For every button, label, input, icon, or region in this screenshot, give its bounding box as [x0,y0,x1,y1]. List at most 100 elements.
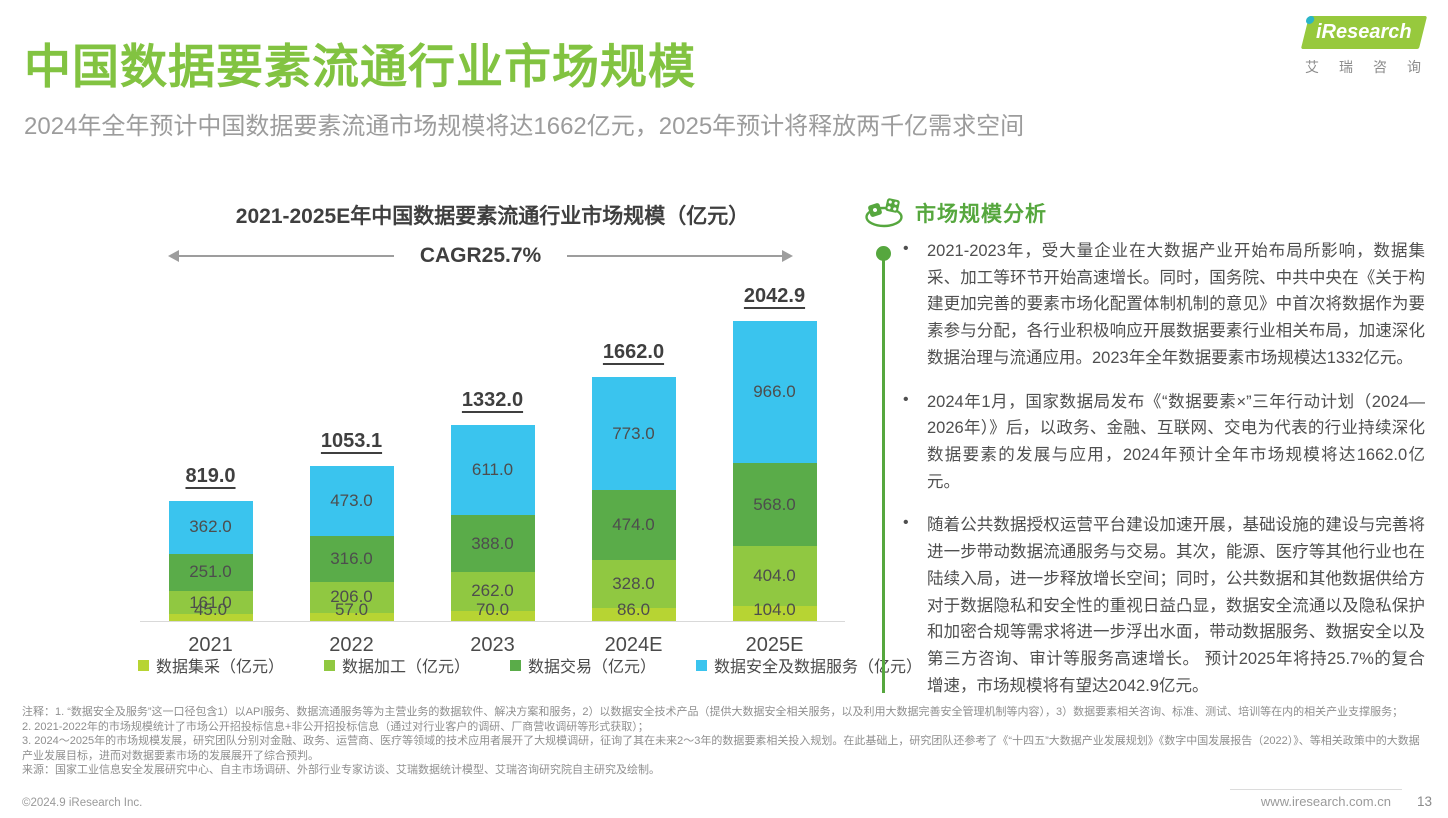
bar-segment: 568.0 [732,462,817,547]
bar-group: 2042.9 966.0 568.0 404.0 104.0 2025E [732,285,817,656]
cagr-label: CAGR25.7% [419,244,542,267]
segment-value-label: 404.0 [753,566,796,586]
segment-value-label: 473.0 [330,491,373,511]
logo-cn-char: 瑞 [1339,59,1353,75]
legend-label: 数据安全及数据服务（亿元） [714,659,923,676]
segment-value-label: 45.0 [193,600,228,619]
bar-segment: 161.0 [168,590,253,615]
bar-chart: 819.0 362.0 251.0 161.0 45.0 2021 1053.1 473.0 3… [140,280,845,656]
segment-value-label: 104.0 [753,600,796,619]
bar-segment: 57.0 [309,600,394,621]
segment-value-label: 316.0 [330,549,373,569]
analysis-bullet: • 2024年1月，国家数据局发布《“数据要素×”三年行动计划（2024—2026… [903,389,1425,496]
segment-value-label: 161.0 [189,592,232,612]
bullet-marker-icon: • [903,390,909,408]
page-title: 中国数据要素流通行业市场规模 [24,40,696,93]
footnote-line: 注释：1. “数据安全及服务”这一口径包含1）以API服务、数据流通服务等为主营… [22,706,1404,718]
logo-band: iResearch [1300,16,1428,49]
arrow-left-icon [168,250,179,262]
segment-value-label: 206.0 [330,587,373,607]
segment-value-label: 966.0 [753,381,796,401]
iresearch-logo: iResearch 艾 瑞 咨 询 [1300,16,1428,77]
cagr-arrow: CAGR25.7% [168,244,794,268]
legend-label: 数据加工（亿元） [342,659,471,676]
analysis-header: 市场规模分析 [864,197,1047,229]
bar-total-label: 819.0 [185,464,236,487]
segment-value-label: 70.0 [475,600,510,619]
footnote-line: 2. 2021-2022年的市场规模统计了市场公开招投标信息+非公开招投标信息（… [22,720,649,733]
footnote-line: 3. 2024～2025年的市场规模发展，研究团队分别对金融、政务、运营商、医疗… [22,735,1420,762]
bar-total-label: 1332.0 [461,389,524,412]
bar-segment: 328.0 [591,560,676,609]
logo-cn-char: 询 [1407,59,1421,75]
bullet-marker-icon: • [903,514,909,532]
bar-segment: 262.0 [450,572,535,611]
legend-swatch [510,659,522,671]
analysis-heading: 市场规模分析 [915,203,1047,226]
segment-value-label: 262.0 [471,581,514,601]
arrow-right-icon [782,250,794,262]
bar-segment: 104.0 [732,600,817,621]
page-subtitle: 2024年全年预计中国数据要素流通市场规模将达1662亿元，2025年预计将释放… [24,113,1025,140]
logo-cn-char: 艾 [1305,59,1319,75]
legend-label: 数据集采（亿元） [156,659,285,676]
legend-label: 数据交易（亿元） [528,659,657,676]
bar-segment: 206.0 [309,582,394,613]
x-axis-label: 2024E [604,634,663,656]
footer-page-number: 13 [1416,794,1432,809]
footnote-line: 来源：国家工业信息安全发展研究中心、自主市场调研、外部行业专家访谈、艾瑞数据统计… [22,764,660,777]
logo-brand-text: iResearch [1316,21,1412,43]
x-axis-label: 2025E [745,634,804,656]
bullet-text: 2021-2023年，受大量企业在大数据产业开始布局所影响，数据集采、加工等环节… [927,242,1425,367]
bar-segment: 773.0 [591,376,676,491]
chart-title: 2021-2025E年中国数据要素流通行业市场规模（亿元） [235,205,750,228]
x-axis-label: 2021 [188,634,233,656]
bar-group: 1332.0 611.0 388.0 262.0 70.0 2023 [450,389,535,656]
bar-stack: 362.0 251.0 161.0 45.0 [168,500,253,621]
legend-swatch [696,659,708,671]
segment-value-label: 773.0 [612,423,655,443]
bullet-text: 随着公共数据授权运营平台建设加速开展，基础设施的建设与完善将进一步带动数据流通服… [927,516,1425,695]
bar-segment: 611.0 [450,425,535,516]
logo-brand-cn: 艾瑞咨询 [1305,57,1421,77]
segment-value-label: 362.0 [189,517,232,537]
bar-segment: 388.0 [450,515,535,573]
bar-segment: 966.0 [732,320,817,463]
analysis-dice-icon [865,198,903,228]
segment-value-label: 86.0 [616,600,651,619]
bar-segment: 362.0 [168,500,253,554]
bar-segment: 474.0 [591,490,676,561]
footer-right: www.iresearch.com.cn 13 [1261,794,1432,809]
legend-item: 数据加工（亿元） [324,653,470,677]
legend-item: 数据安全及数据服务（亿元） [696,653,922,677]
bar-total-label: 1053.1 [320,430,383,453]
timeline-dot [876,246,891,261]
segment-value-label: 328.0 [612,574,655,594]
analysis-bullet: • 随着公共数据授权运营平台建设加速开展，基础设施的建设与完善将进一步带动数据流通… [903,512,1425,699]
segment-value-label: 611.0 [471,460,514,480]
arrow-line [567,255,783,257]
legend-swatch [324,659,336,671]
bar-segment: 404.0 [732,546,817,606]
bar-stack: 966.0 568.0 404.0 104.0 [732,320,817,621]
legend-item: 数据交易（亿元） [510,653,656,677]
bar-group: 1662.0 773.0 474.0 328.0 86.0 2024E [591,341,676,656]
segment-value-label: 57.0 [334,600,369,619]
bar-segment: 251.0 [168,553,253,591]
bar-segment: 473.0 [309,466,394,536]
bar-segment: 86.0 [591,600,676,621]
x-axis-label: 2022 [329,634,374,656]
bar-segment: 316.0 [309,535,394,583]
logo-cn-char: 咨 [1373,59,1387,75]
footer-copyright: ©2024.9 iResearch Inc. [22,797,143,809]
arrow-line [179,255,394,257]
bullet-text: 2024年1月，国家数据局发布《“数据要素×”三年行动计划（2024—2026年… [927,392,1425,491]
segment-value-label: 568.0 [753,494,796,514]
bar-stack: 773.0 474.0 328.0 86.0 [591,376,676,621]
bar-segment: 70.0 [450,600,535,621]
footer-divider [1230,789,1402,790]
timeline-line [882,256,885,693]
bar-stack: 473.0 316.0 206.0 57.0 [309,466,394,621]
footer-website-link[interactable]: www.iresearch.com.cn [1260,794,1391,809]
